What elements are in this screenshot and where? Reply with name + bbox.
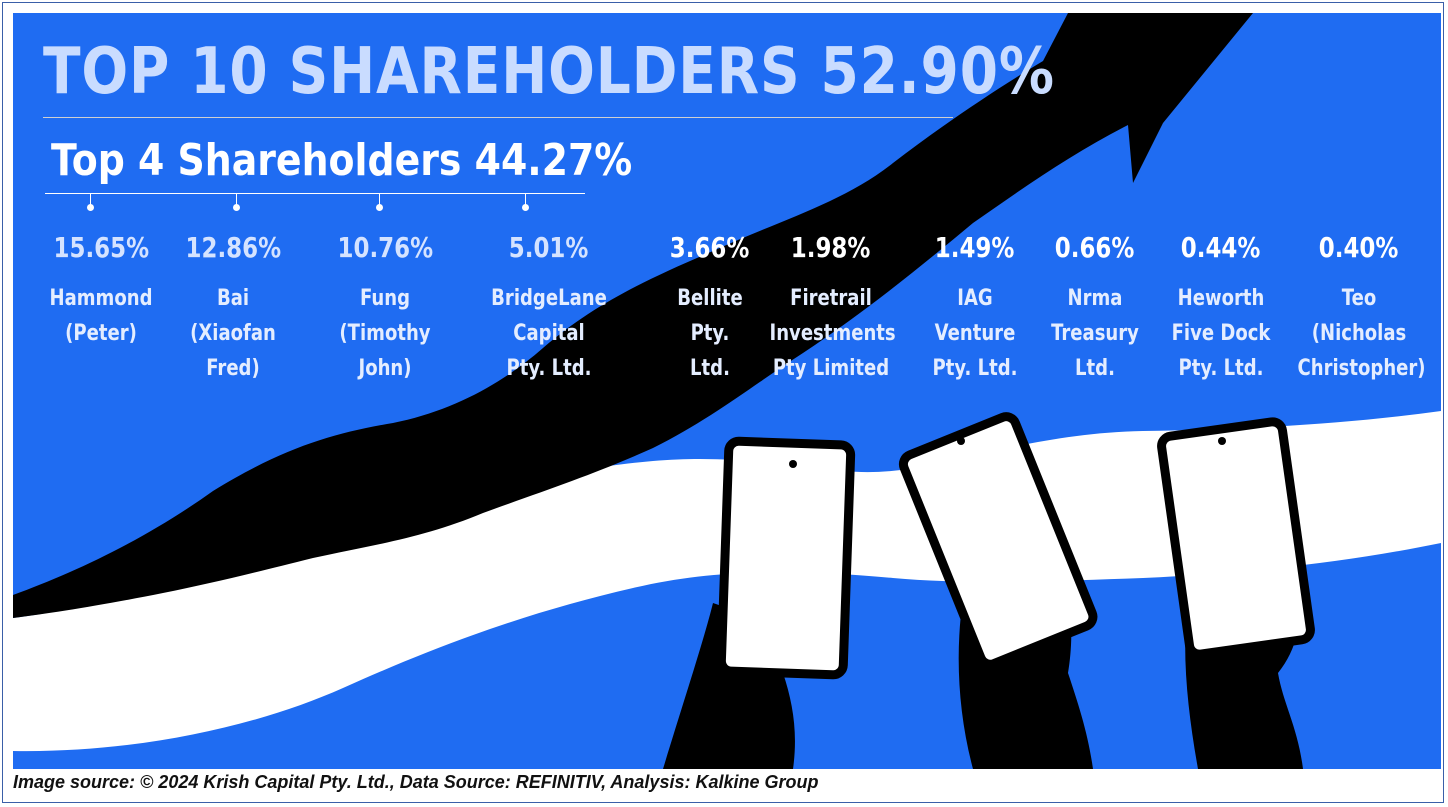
- shareholder-bridgelane: 5.01% BridgeLane Capital Pty. Ltd.: [474, 231, 624, 386]
- shareholder-percent: 12.86%: [185, 231, 281, 264]
- name-line: BridgeLane: [491, 286, 607, 311]
- name-line: Capital: [513, 321, 585, 346]
- name-line: Teo: [1341, 286, 1377, 311]
- name-line: Pty. Ltd.: [932, 356, 1018, 381]
- phone-hand-group-1: [663, 436, 856, 769]
- name-line: Ltd.: [1075, 356, 1115, 381]
- smartphone-icon: [716, 436, 856, 680]
- image-credit: Image source: © 2024 Krish Capital Pty. …: [13, 772, 819, 792]
- shareholder-nrma-treasury: 0.66% Nrma Treasury Ltd.: [1020, 231, 1170, 386]
- name-line: John): [358, 356, 412, 381]
- name-line: Five Dock: [1171, 321, 1271, 346]
- shareholder-percent: 5.01%: [509, 231, 589, 264]
- shareholder-fung: 10.76% Fung (Timothy John): [310, 231, 460, 386]
- shareholder-percent: 3.66%: [670, 231, 750, 264]
- phone-camera-dot: [789, 460, 797, 468]
- shareholder-name: BridgeLane Capital Pty. Ltd.: [488, 281, 611, 386]
- name-line: Bai: [216, 286, 250, 311]
- shareholder-name: Teo (Nicholas Christopher): [1297, 281, 1426, 386]
- name-line: Pty. Ltd.: [1178, 356, 1264, 381]
- shareholder-bellite: 3.66% Bellite Pty. Ltd.: [635, 231, 785, 386]
- infographic-poster: TOP 10 SHAREHOLDERS 52.90% Top 4 Shareho…: [13, 13, 1441, 769]
- name-line: Fred): [206, 356, 260, 381]
- background-art: [13, 13, 1441, 769]
- shareholder-bai: 12.86% Bai (Xiaofan Fred): [158, 231, 308, 386]
- title-underline: [43, 117, 953, 118]
- top4-subtitle: Top 4 Shareholders 44.27%: [51, 135, 633, 186]
- shareholder-percent: 1.98%: [791, 231, 871, 264]
- name-line: Nrma: [1067, 286, 1123, 311]
- smartphone-icon: [1157, 417, 1315, 659]
- shareholder-percent: 0.66%: [1055, 231, 1135, 264]
- shareholder-name: Hammond (Peter): [40, 281, 163, 351]
- shareholder-percent: 15.65%: [53, 231, 149, 264]
- phone-hand-group-3: [1157, 417, 1315, 769]
- top4-tick: [233, 193, 240, 211]
- name-line: Venture: [934, 321, 1016, 346]
- name-line: Pty Limited: [772, 356, 890, 381]
- shareholder-name: Nrma Treasury Ltd.: [1034, 281, 1157, 386]
- shareholder-name: Bellite Pty. Ltd.: [649, 281, 772, 386]
- name-line: Bellite: [677, 286, 743, 311]
- smartphone-icon: [898, 412, 1098, 669]
- shareholder-percent: 1.49%: [935, 231, 1015, 264]
- name-line: Ltd.: [690, 356, 730, 381]
- top4-bracket-line: [45, 193, 585, 194]
- phone-camera-dot: [957, 437, 965, 445]
- name-line: IAG: [957, 286, 993, 311]
- name-line: Hammond: [49, 286, 153, 311]
- shareholder-iag-venture: 1.49% IAG Venture Pty. Ltd.: [900, 231, 1050, 386]
- shareholder-firetrail: 1.98% Firetrail Investments Pty Limited: [756, 231, 906, 386]
- name-line: Heworth: [1177, 286, 1265, 311]
- phone-camera-dot: [1218, 437, 1226, 445]
- name-line: (Peter): [65, 321, 137, 346]
- top4-tick: [376, 193, 383, 211]
- name-line: (Nicholas: [1311, 321, 1407, 346]
- shareholder-teo: 0.40% Teo (Nicholas Christopher): [1284, 231, 1434, 386]
- shareholder-name: Fung (Timothy John): [324, 281, 447, 386]
- name-line: Treasury: [1051, 321, 1139, 346]
- shareholder-percent: 0.40%: [1319, 231, 1399, 264]
- shareholder-name: IAG Venture Pty. Ltd.: [914, 281, 1037, 386]
- name-line: Pty. Ltd.: [506, 356, 592, 381]
- page-title: TOP 10 SHAREHOLDERS 52.90%: [43, 35, 1055, 109]
- name-line: Pty.: [690, 321, 730, 346]
- top4-tick: [522, 193, 529, 211]
- white-wave-band: [13, 411, 1441, 752]
- trend-arrow-icon: [13, 13, 1253, 618]
- name-line: Firetrail: [790, 286, 872, 311]
- name-line: (Xiaofan: [190, 321, 276, 346]
- shareholder-percent: 0.44%: [1181, 231, 1261, 264]
- shareholder-name: Bai (Xiaofan Fred): [172, 281, 295, 386]
- name-line: Investments: [769, 321, 896, 346]
- shareholder-percent: 10.76%: [337, 231, 433, 264]
- top4-tick: [87, 193, 94, 211]
- shareholder-name: Firetrail Investments Pty Limited: [769, 281, 896, 386]
- name-line: Fung: [359, 286, 411, 311]
- shareholder-name: Heworth Five Dock Pty. Ltd.: [1160, 281, 1283, 386]
- phone-hand-group-2: [898, 412, 1098, 769]
- shareholder-hammond: 15.65% Hammond (Peter): [26, 231, 176, 351]
- name-line: (Timothy: [339, 321, 431, 346]
- shareholder-heworth: 0.44% Heworth Five Dock Pty. Ltd.: [1146, 231, 1296, 386]
- name-line: Christopher): [1297, 356, 1426, 381]
